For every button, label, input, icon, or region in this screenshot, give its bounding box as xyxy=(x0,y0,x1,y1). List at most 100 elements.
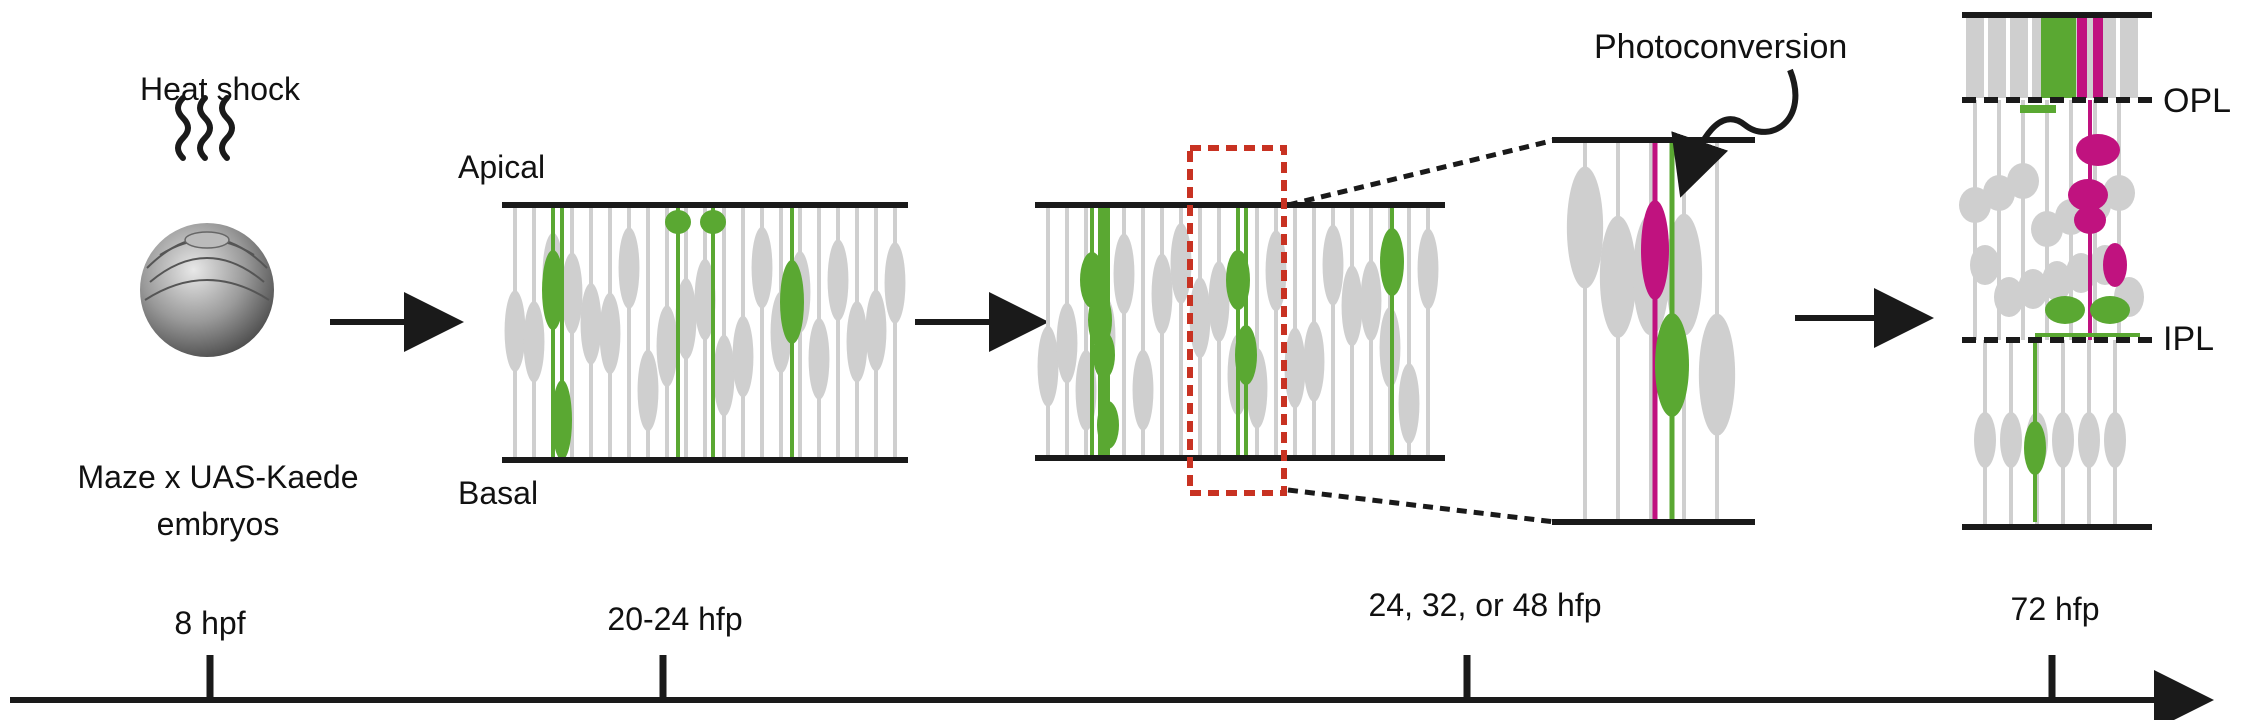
labeled-photoreceptor xyxy=(2053,18,2067,98)
cell-body xyxy=(1698,313,1736,436)
cell-body xyxy=(1151,253,1173,335)
labeled-cell-body xyxy=(542,250,564,330)
cell-body xyxy=(846,300,868,383)
labeled-cell-body xyxy=(1097,401,1119,449)
cell-body xyxy=(1037,325,1059,407)
cell-body xyxy=(561,252,583,335)
cell-body xyxy=(732,315,754,398)
labeled-cell-body xyxy=(1235,325,1257,385)
cell-body xyxy=(2103,175,2135,211)
cell-body xyxy=(1983,175,2015,211)
basal-label: Basal xyxy=(458,475,538,511)
cell-body xyxy=(1322,224,1344,306)
labeled-terminal xyxy=(2020,105,2056,113)
cell-field-3 xyxy=(1037,205,1439,458)
cell-body xyxy=(1665,213,1703,336)
labeled-cell-body xyxy=(552,380,572,460)
cell-body xyxy=(865,289,887,372)
photoreceptor xyxy=(2120,18,2138,98)
cell-body xyxy=(1132,349,1154,431)
cell-body xyxy=(2000,412,2022,468)
labeled-photoreceptor xyxy=(2041,18,2055,98)
cell-body xyxy=(2007,163,2039,199)
cell-body xyxy=(1208,261,1230,343)
cell-body xyxy=(1994,277,2024,317)
cell-body xyxy=(2042,261,2072,301)
photoconverted-cell xyxy=(2068,179,2108,211)
cell-body xyxy=(1170,222,1192,304)
photoconverted-cell xyxy=(2076,134,2120,166)
photoconverted-photoreceptor xyxy=(2093,18,2103,98)
selection-box xyxy=(1187,145,1287,496)
photoconversion-label: Photoconversion xyxy=(1594,28,1847,66)
apical-label: Apical xyxy=(458,149,545,185)
labeled-cell-body xyxy=(700,210,726,234)
cell-body xyxy=(580,283,602,365)
cell-body xyxy=(504,290,526,372)
cell-body xyxy=(827,239,849,321)
stage-selection xyxy=(1035,137,1556,525)
opl-label: OPL xyxy=(2163,82,2231,120)
cell-body xyxy=(1284,327,1306,409)
cell-body xyxy=(2031,211,2063,247)
cell-body xyxy=(694,258,716,341)
labeled-cell-body xyxy=(2024,421,2046,475)
zoom-line-bottom xyxy=(1287,487,1556,525)
cell-body xyxy=(713,334,735,417)
stage-heat-shock: Heat shock Maze x UAS-Kaede embryos xyxy=(77,71,358,542)
labeled-cell-body xyxy=(1380,228,1404,296)
cell-body xyxy=(2078,412,2100,468)
cell-body xyxy=(1341,265,1363,347)
cell-body xyxy=(751,226,773,309)
cell-body xyxy=(1566,166,1604,289)
ipl-label: IPL xyxy=(2163,320,2214,358)
cell-body xyxy=(2018,269,2048,309)
photoconverted-photoreceptor xyxy=(2077,18,2087,98)
embryo-label-line2: embryos xyxy=(157,506,280,542)
labeled-cell-body xyxy=(665,210,691,234)
labeled-cell-body xyxy=(2090,296,2130,324)
cell-body xyxy=(1417,228,1439,310)
photoconverted-cell xyxy=(1641,200,1669,300)
cell-body xyxy=(1398,363,1420,445)
cell-field-retina xyxy=(1959,18,2144,527)
photoconverted-cell xyxy=(2074,206,2106,234)
cell-body xyxy=(1303,321,1325,402)
labeled-cell-body xyxy=(1655,313,1689,417)
zoom-line-top xyxy=(1287,137,1556,208)
photoreceptor xyxy=(1988,18,2006,98)
cell-field-zoom xyxy=(1566,140,1736,522)
labeled-photoreceptor xyxy=(2064,18,2076,98)
cell-body xyxy=(656,305,678,387)
timeline-label-3: 24, 32, or 48 hfp xyxy=(1368,587,1601,623)
timeline-label-1: 8 hpf xyxy=(174,605,245,641)
cell-body xyxy=(1189,277,1211,359)
cell-body xyxy=(1599,215,1637,338)
embryo-icon xyxy=(140,223,274,357)
labeled-cell-body xyxy=(780,260,804,344)
stage-photoconversion: Photoconversion xyxy=(1552,28,1847,525)
photoconverted-cell xyxy=(2103,243,2127,287)
stage-retina: OPL IPL xyxy=(1959,12,2231,530)
stage-neuroepithelium: Apical Basal xyxy=(458,149,908,511)
cell-body xyxy=(618,227,640,309)
heat-shock-label: Heat shock xyxy=(140,71,301,107)
timeline-label-4: 72 hfp xyxy=(2011,591,2100,627)
cell-body xyxy=(884,242,906,324)
cell-body xyxy=(675,278,697,360)
labeled-cell-body xyxy=(1093,331,1115,379)
cell-body xyxy=(1360,260,1382,342)
labeled-cell-body xyxy=(2045,296,2085,324)
cell-body xyxy=(1113,233,1135,315)
cell-body xyxy=(599,292,621,375)
heat-wave-icon xyxy=(175,95,235,161)
cell-body xyxy=(2052,412,2074,468)
cell-body xyxy=(808,318,830,400)
timeline: 8 hpf 20-24 hfp 24, 32, or 48 hfp 72 hfp xyxy=(10,587,2214,720)
photoconversion-arrow xyxy=(1671,68,1799,198)
timeline-label-2: 20-24 hfp xyxy=(607,601,742,637)
cell-body xyxy=(2104,412,2126,468)
photoreceptor xyxy=(1966,18,1984,98)
cell-body xyxy=(1959,187,1991,223)
cell-body xyxy=(523,301,545,383)
